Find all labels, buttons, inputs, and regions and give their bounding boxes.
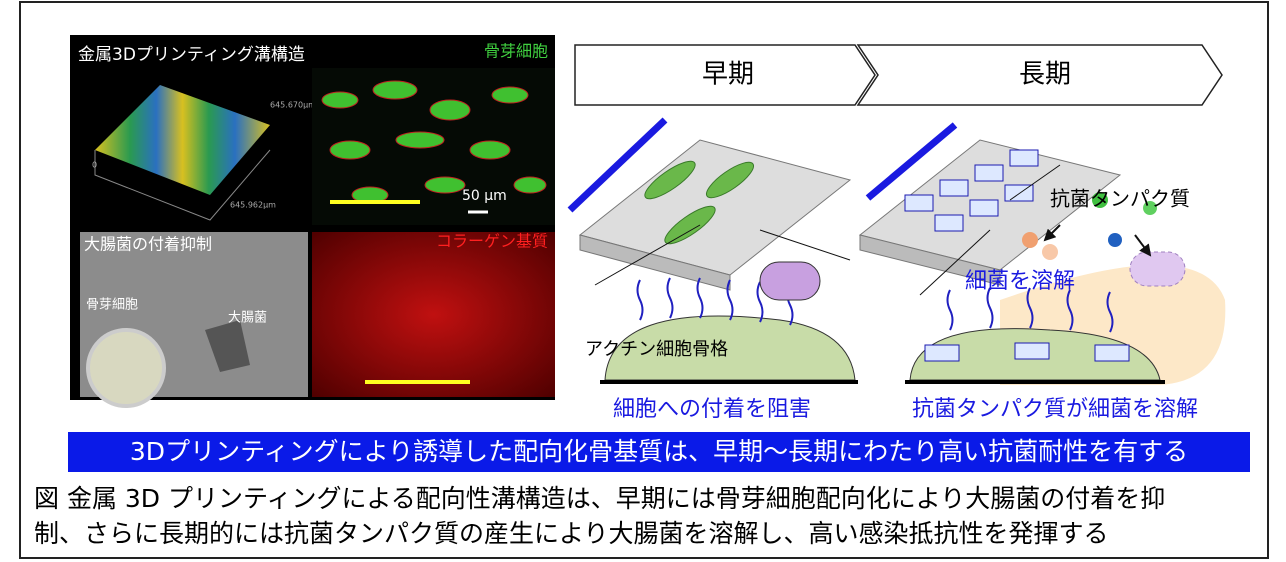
- panel-title: 骨芽細胞: [484, 42, 548, 61]
- stage-arrow: [856, 44, 1223, 106]
- cell-image: [312, 68, 555, 225]
- collagen-image: [312, 232, 555, 397]
- frame: [19, 1, 1269, 559]
- sem-image: [80, 232, 308, 408]
- stage-label: 早期: [702, 60, 754, 90]
- banner-text: 3Dプリンティングにより誘導した配向化骨基質は、早期〜長期にわたり高い抗菌耐性を…: [130, 437, 1188, 466]
- axis-label: 0: [92, 161, 97, 170]
- axis-label: 645.962μm: [230, 201, 276, 210]
- late-schematic: [858, 122, 1226, 385]
- panel-label: 大腸菌: [228, 311, 267, 326]
- banner: [68, 432, 1250, 472]
- schematic-caption: 抗菌タンパク質が細菌を溶解: [912, 397, 1198, 422]
- panel-title: 金属3Dプリンティング溝構造: [78, 45, 305, 65]
- schematic-label: アクチン細胞骨格: [585, 339, 728, 360]
- schematic-label: 細菌を溶解: [965, 269, 1075, 294]
- axis-label: 645.670μm: [270, 101, 316, 110]
- schematic-label: 抗菌タンパク質: [1050, 187, 1190, 211]
- panel-label: 骨芽細胞: [86, 298, 138, 313]
- surface-axes: [94, 149, 271, 221]
- panel-title: 大腸菌の付着抑制: [84, 235, 212, 254]
- stage-label: 長期: [1019, 60, 1071, 90]
- schematic-caption: 細胞への付着を阻害: [613, 397, 811, 422]
- caption-line: 図 金属 3D プリンティングによる配向性溝構造は、早期には骨芽細胞配向化により…: [34, 484, 1165, 513]
- early-schematic: [567, 117, 858, 384]
- caption-line: 制、さらに長期的には抗菌タンパク質の産生により大腸菌を溶解し、高い感染抵抗性を発…: [34, 519, 1109, 548]
- scale-bar: 50 μm: [462, 188, 507, 204]
- stage-arrow: [574, 44, 876, 106]
- surface-map: [95, 85, 270, 195]
- panel-title: コラーゲン基質: [436, 232, 548, 251]
